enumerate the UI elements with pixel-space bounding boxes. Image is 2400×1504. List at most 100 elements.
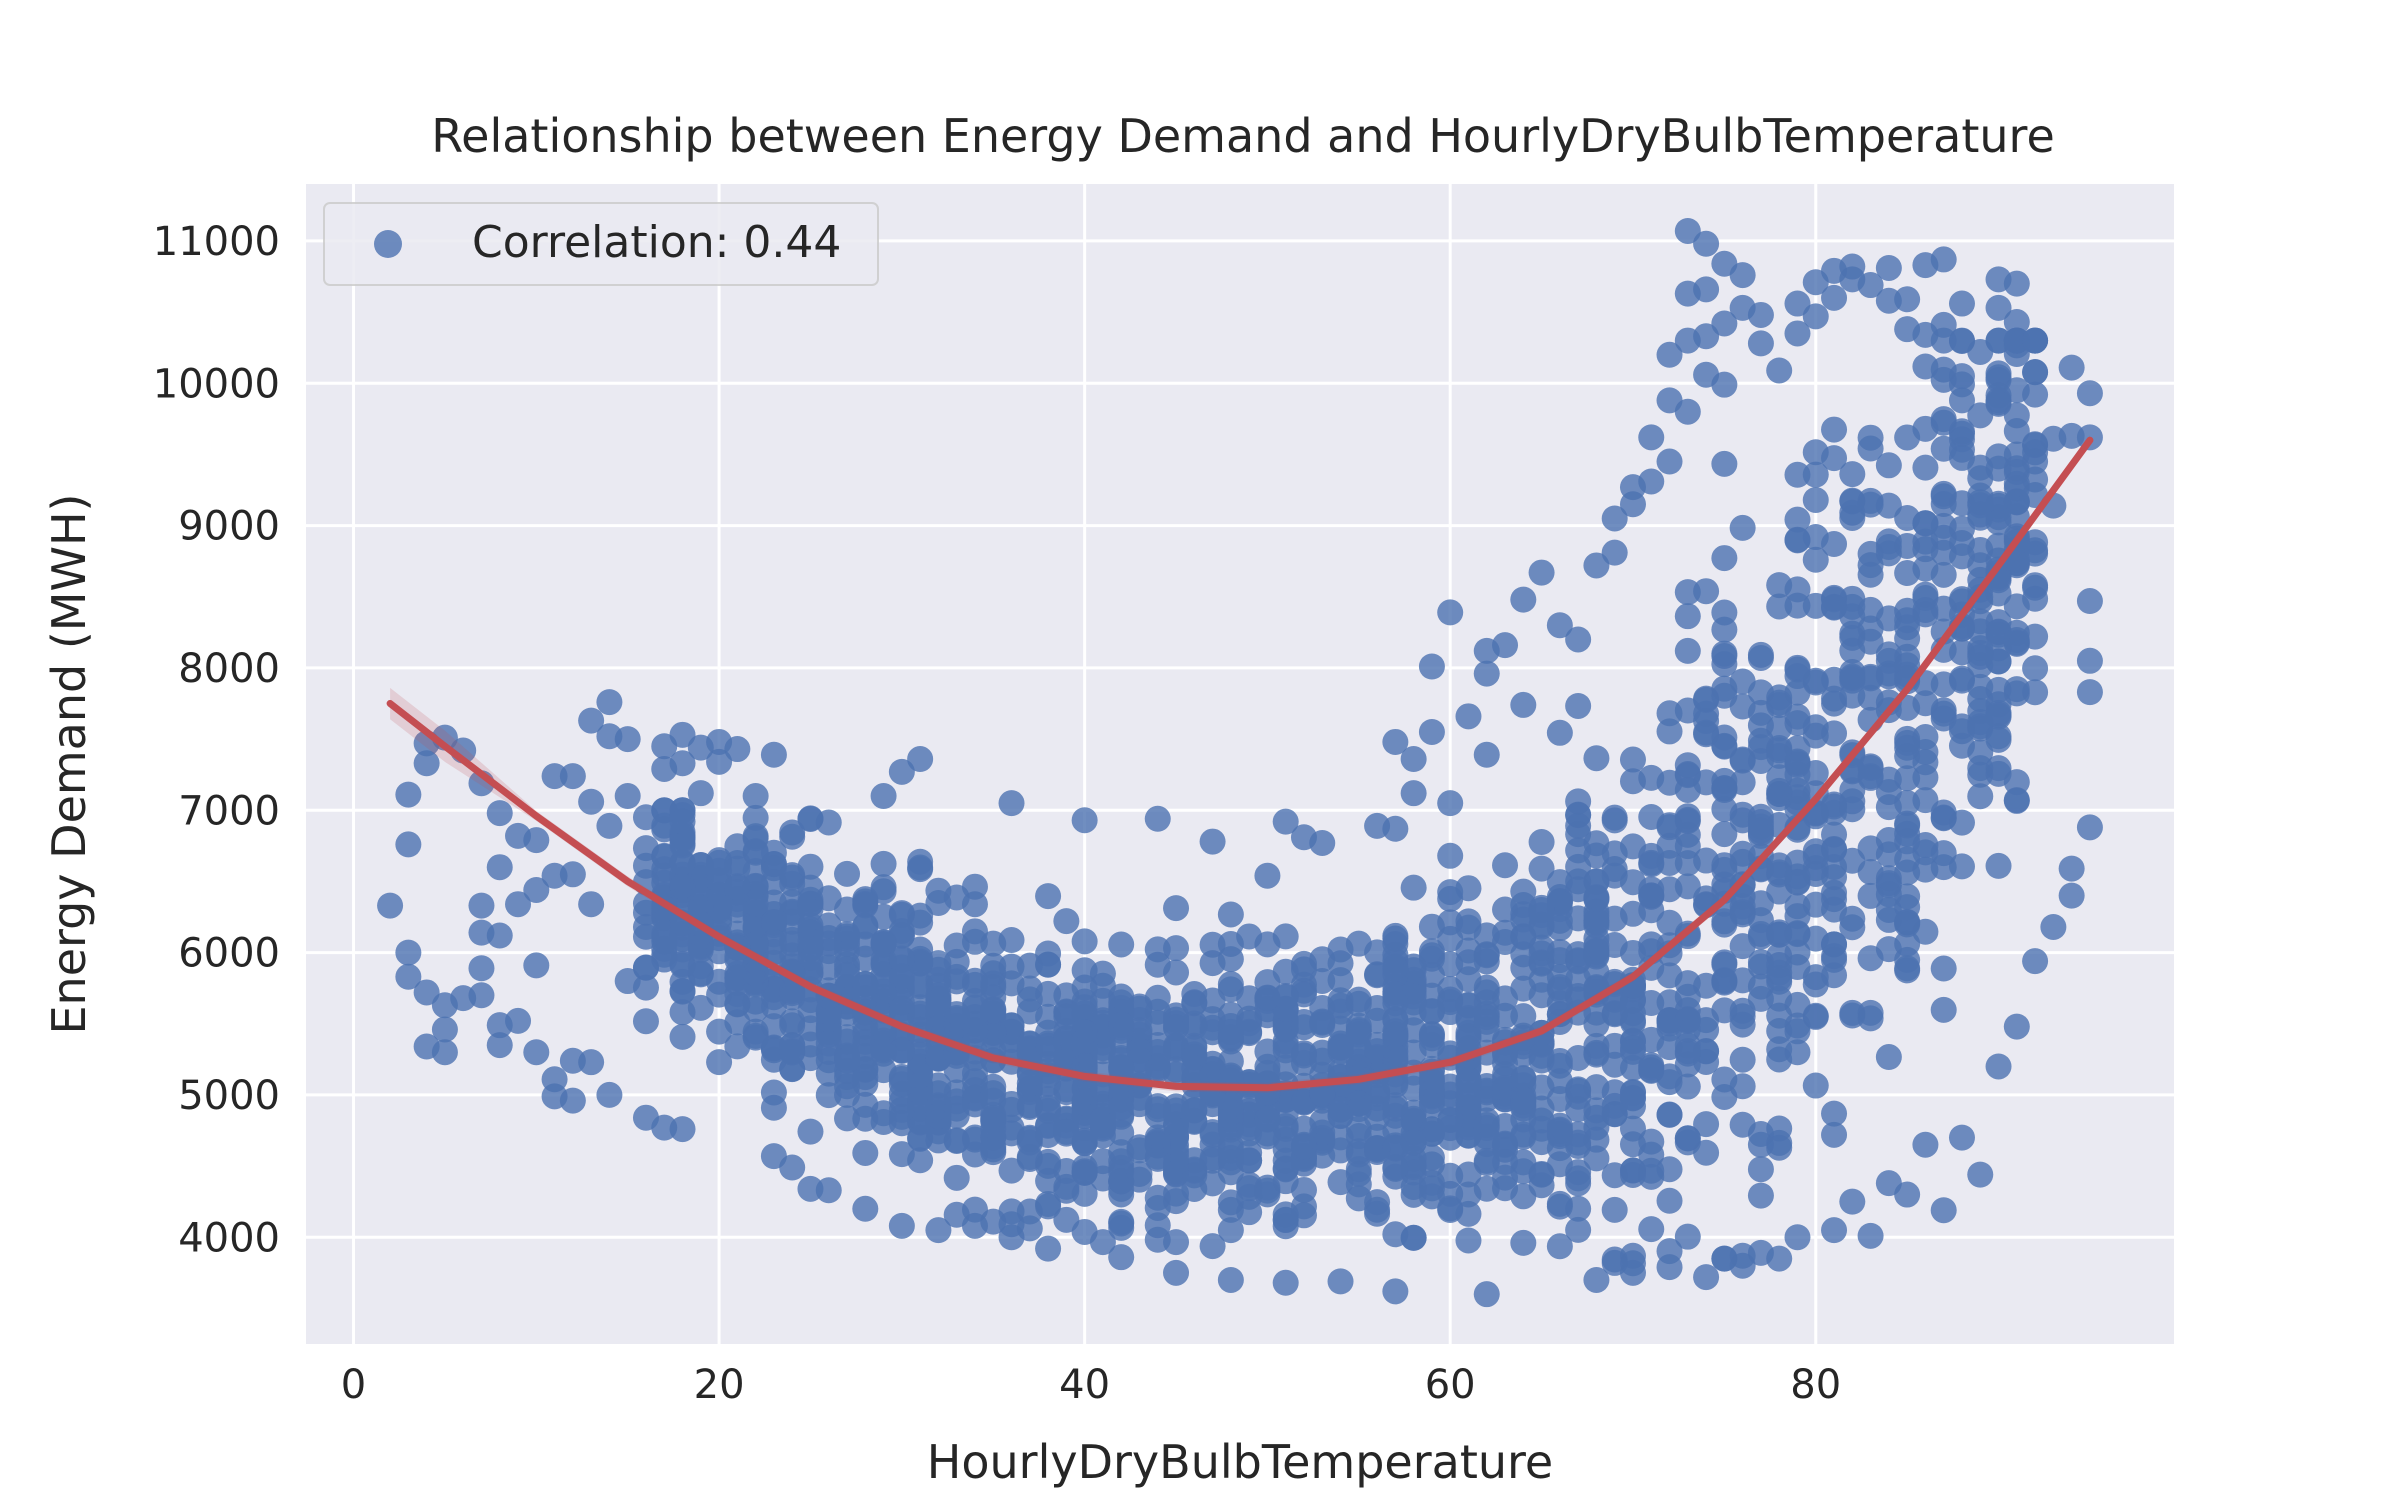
scatter-point <box>1674 983 1701 1010</box>
scatter-point <box>2040 913 2067 940</box>
scatter-point <box>1985 509 2012 536</box>
scatter-point <box>1126 1007 1153 1034</box>
scatter-point <box>870 850 897 877</box>
scatter-point <box>1108 1214 1135 1241</box>
scatter-point <box>1857 1005 1884 1032</box>
scatter-point <box>2003 1013 2030 1040</box>
scatter-point <box>1492 1164 1519 1191</box>
scatter-point <box>779 1008 806 1035</box>
scatter-point <box>1309 1012 1336 1039</box>
scatter-point <box>1656 1063 1683 1090</box>
scatter-point <box>870 1109 897 1136</box>
scatter-point <box>1345 990 1372 1017</box>
scatter-point <box>1492 1050 1519 1077</box>
scatter-point <box>1638 1128 1665 1155</box>
x-tick-label: 80 <box>1790 1362 1841 1408</box>
scatter-point <box>888 1212 915 1239</box>
scatter-point <box>1930 246 1957 273</box>
scatter-point <box>1638 1026 1665 1053</box>
scatter-point <box>523 952 550 979</box>
scatter-point <box>1674 217 1701 244</box>
scatter-point <box>834 1105 861 1132</box>
scatter-point <box>1766 692 1793 719</box>
scatter-point <box>1930 311 1957 338</box>
scatter-point <box>907 856 934 883</box>
scatter-point <box>1802 1003 1829 1030</box>
scatter-point <box>1875 533 1902 560</box>
scatter-point <box>1364 1189 1391 1216</box>
scatter-point <box>742 804 769 831</box>
scatter-point <box>1948 732 1975 759</box>
scatter-point <box>1894 789 1921 816</box>
scatter-point <box>1199 1233 1226 1260</box>
scatter-point <box>1930 955 1957 982</box>
scatter-point <box>1638 424 1665 451</box>
scatter-point <box>1821 946 1848 973</box>
scatter-point <box>1948 290 1975 317</box>
scatter-point <box>1309 1080 1336 1107</box>
scatter-point <box>1711 1066 1738 1093</box>
scatter-point <box>779 1031 806 1058</box>
scatter-point <box>742 1024 769 1051</box>
scatter-point <box>852 945 879 972</box>
y-tick-label: 9000 <box>178 504 280 550</box>
scatter-point <box>1711 371 1738 398</box>
scatter-point <box>1930 1197 1957 1224</box>
scatter-point <box>1144 805 1171 832</box>
scatter-point <box>1857 882 1884 909</box>
scatter-point <box>1656 1187 1683 1214</box>
scatter-point <box>559 763 586 790</box>
scatter-point <box>395 831 422 858</box>
scatter-point <box>1729 840 1756 867</box>
scatter-point <box>1400 1107 1427 1134</box>
scatter-point <box>2076 647 2103 674</box>
scatter-point <box>1729 1252 1756 1279</box>
scatter-point <box>870 978 897 1005</box>
scatter-point <box>523 876 550 903</box>
scatter-point <box>1400 1224 1427 1251</box>
scatter-point <box>1729 746 1756 773</box>
scatter-point <box>1510 691 1537 718</box>
scatter-point <box>1217 1266 1244 1293</box>
scatter-point <box>1382 922 1409 949</box>
scatter-point <box>2003 309 2030 336</box>
chart-title: Relationship between Energy Demand and H… <box>431 109 2055 163</box>
scatter-point <box>1693 1111 1720 1138</box>
scatter-point <box>1418 961 1445 988</box>
scatter-point <box>1693 1264 1720 1291</box>
scatter-point <box>1619 1161 1646 1188</box>
scatter-point <box>1382 1278 1409 1305</box>
scatter-point <box>779 930 806 957</box>
scatter-point <box>1217 1217 1244 1244</box>
legend-frame <box>323 202 879 286</box>
scatter-point <box>1674 850 1701 877</box>
scatter-point <box>1839 777 1866 804</box>
scatter-point <box>1528 829 1555 856</box>
scatter-point <box>1327 1102 1354 1129</box>
scatter-point <box>925 1217 952 1244</box>
scatter-point <box>1108 931 1135 958</box>
scatter-point <box>1747 1156 1774 1183</box>
scatter-point <box>779 1154 806 1181</box>
axis-ticks: 0 20 40 60 80 4000 5000 6000 7000 8000 9000 10000 11… <box>153 219 1841 1408</box>
scatter-point <box>669 1023 696 1050</box>
scatter-point <box>1839 905 1866 932</box>
scatter-point <box>2022 327 2049 354</box>
scatter-point <box>706 968 733 995</box>
scatter-point <box>1272 984 1299 1011</box>
scatter-point <box>1236 1139 1263 1166</box>
scatter-point <box>1784 761 1811 788</box>
scatter-point <box>1784 1018 1811 1045</box>
scatter-point <box>669 978 696 1005</box>
scatter-point <box>1492 896 1519 923</box>
scatter-point <box>1857 945 1884 972</box>
scatter-point <box>431 1016 458 1043</box>
x-tick-label: 0 <box>341 1362 366 1408</box>
scatter-point <box>888 901 915 928</box>
scatter-point <box>1364 939 1391 966</box>
scatter-point <box>505 1007 532 1034</box>
scatter-point <box>980 1080 1007 1107</box>
scatter-point <box>505 891 532 918</box>
scatter-point <box>2003 787 2030 814</box>
